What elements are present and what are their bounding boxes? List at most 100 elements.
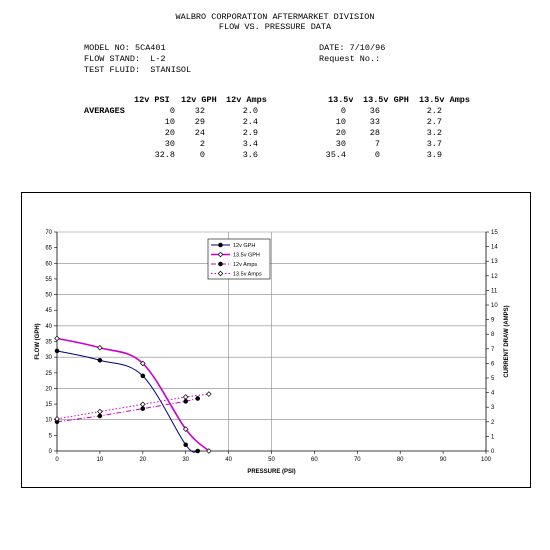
- table-cell: 2.7: [426, 117, 442, 127]
- y2-tick-label: 8: [491, 332, 495, 338]
- right-column-header: 13.5v: [328, 95, 354, 105]
- averages-label: AVERAGES: [84, 106, 125, 116]
- model-number: MODEL NO: 5CA401: [84, 43, 166, 53]
- data-point: [195, 448, 201, 454]
- y-tick-label: 5: [49, 433, 53, 439]
- y-tick-label: 10: [45, 418, 52, 424]
- table-cell: 2.9: [242, 128, 258, 138]
- table-cell: 0: [169, 106, 175, 116]
- y2-tick-label: 5: [491, 376, 495, 382]
- table-cell: 3.4: [242, 139, 258, 149]
- y2-axis-label: CURRENT DRAW (AMPS): [504, 305, 510, 377]
- y-tick-label: 15: [45, 402, 52, 408]
- table-cell: 0: [374, 150, 380, 160]
- y2-tick-label: 4: [491, 391, 495, 397]
- y2-tick-label: 7: [491, 347, 495, 353]
- flow-stand: FLOW STAND: L-2: [84, 54, 166, 64]
- y2-tick-label: 14: [491, 245, 498, 251]
- y-tick-label: 60: [45, 261, 52, 267]
- x-tick-label: 90: [440, 457, 447, 463]
- x-axis-label: PRESSURE (PSI): [247, 469, 295, 475]
- y-tick-label: 50: [45, 293, 52, 299]
- x-tick-label: 40: [225, 457, 232, 463]
- data-point: [54, 416, 60, 422]
- data-point: [97, 408, 103, 415]
- y-tick-label: 25: [45, 371, 52, 377]
- legend-marker: [217, 251, 224, 258]
- x-tick-label: 20: [139, 457, 146, 463]
- table-cell: 7: [374, 139, 380, 149]
- data-point: [140, 373, 146, 379]
- x-tick-label: 50: [268, 457, 275, 463]
- data-point: [140, 406, 146, 411]
- y-tick-label: 40: [45, 324, 52, 330]
- y-tick-label: 65: [45, 246, 52, 252]
- table-cell: 29: [194, 117, 205, 127]
- table-cell: 20: [335, 128, 346, 138]
- data-point: [54, 348, 60, 354]
- x-tick-label: 0: [55, 457, 59, 463]
- y2-tick-label: 9: [491, 318, 495, 324]
- y2-tick-label: 13: [491, 259, 498, 265]
- y-tick-label: 0: [49, 449, 53, 455]
- legend-label: 13.5v GPH: [233, 253, 260, 259]
- table-cell: 20: [164, 128, 175, 138]
- x-tick-label: 60: [311, 457, 318, 463]
- y-tick-label: 35: [45, 340, 52, 346]
- left-column-header: 12v PSI: [134, 95, 170, 105]
- data-point: [140, 401, 146, 408]
- table-cell: 2: [199, 139, 205, 149]
- table-cell: 0: [340, 106, 346, 116]
- table-cell: 30: [335, 139, 346, 149]
- y2-tick-label: 1: [491, 434, 495, 440]
- x-tick-label: 70: [354, 457, 361, 463]
- data-point: [97, 357, 103, 363]
- data-point: [182, 426, 189, 432]
- legend-marker: [217, 270, 224, 277]
- table-cell: 32.8: [154, 150, 175, 160]
- legend-label: 13.5v Amps: [233, 272, 262, 278]
- table-cell: 35.4: [325, 150, 346, 160]
- table-cell: 32: [194, 106, 205, 116]
- y2-tick-label: 11: [491, 288, 498, 294]
- y2-tick-label: 2: [491, 420, 495, 426]
- table-cell: 36: [369, 106, 380, 116]
- request-number: Request No.:: [319, 54, 381, 64]
- report-subtitle: FLOW VS. PRESSURE DATA: [218, 22, 332, 32]
- table-cell: 28: [369, 128, 380, 138]
- data-point: [206, 448, 212, 454]
- table-cell: 3.7: [426, 139, 442, 149]
- data-point: [97, 413, 103, 419]
- y-axis-label: FLOW (GPH): [35, 323, 41, 359]
- data-point: [54, 335, 60, 342]
- x-tick-label: 10: [97, 457, 104, 463]
- left-column-header: 12v Amps: [226, 95, 267, 105]
- test-date: DATE: 7/10/96: [319, 43, 386, 53]
- chart-frame: [21, 192, 531, 488]
- series-line-3: [56, 397, 198, 423]
- y2-tick-label: 10: [491, 303, 498, 309]
- legend-marker: [218, 242, 223, 248]
- y2-tick-label: 12: [491, 274, 498, 280]
- y-tick-label: 45: [45, 308, 52, 314]
- table-cell: 3.2: [426, 128, 442, 138]
- y2-tick-label: 15: [491, 230, 498, 236]
- y-tick-label: 55: [45, 277, 52, 283]
- y-tick-label: 20: [45, 386, 52, 392]
- table-cell: 2.2: [426, 106, 442, 116]
- data-point: [206, 391, 212, 397]
- legend-label: 12v Amps: [233, 262, 257, 268]
- data-point: [183, 399, 188, 404]
- data-point: [182, 394, 189, 400]
- data-point: [97, 344, 103, 351]
- report-title: WALBRO CORPORATION AFTERMARKET DIVISION: [175, 12, 375, 22]
- table-cell: 24: [194, 128, 205, 138]
- table-cell: 2.0: [242, 106, 258, 116]
- right-column-header: 13.5v GPH: [363, 95, 409, 105]
- table-cell: 10: [164, 117, 175, 127]
- table-cell: 3.9: [426, 150, 442, 160]
- data-point: [140, 360, 146, 367]
- y2-tick-label: 6: [491, 361, 495, 367]
- x-tick-label: 100: [481, 457, 492, 463]
